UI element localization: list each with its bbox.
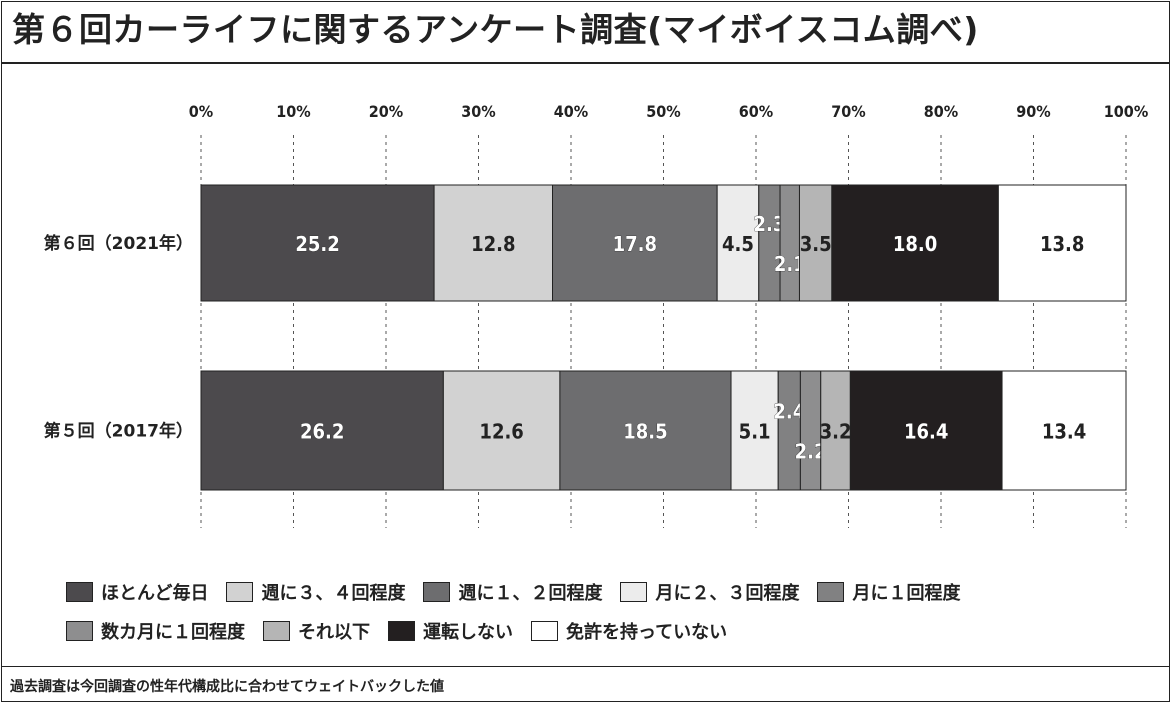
legend-item: 月に２、３回程度 bbox=[620, 578, 799, 606]
legend-label: 運転しない bbox=[423, 622, 513, 643]
data-label: 4.5 bbox=[722, 232, 754, 256]
x-tick-label: 70% bbox=[831, 102, 865, 121]
x-tick-label: 60% bbox=[739, 102, 773, 121]
bar-segment bbox=[552, 184, 718, 302]
data-label: 17.8 bbox=[613, 232, 657, 256]
legend-label: 週に１、２回程度 bbox=[458, 583, 603, 604]
footnote-divider bbox=[1, 666, 1170, 667]
legend-swatch bbox=[620, 582, 648, 602]
legend-row-2: 数カ月に１回程度 それ以下 運転しない 免許を持っていない bbox=[66, 617, 1156, 645]
bar-segment bbox=[559, 370, 732, 491]
legend-row-1: ほとんど毎日 週に３、４回程度 週に１、２回程度 月に２、３回程度 月に１回程度 bbox=[66, 578, 1156, 606]
data-label: 25.2 bbox=[295, 232, 339, 256]
x-tick-label: 40% bbox=[554, 102, 588, 121]
legend-item: それ以下 bbox=[263, 617, 370, 645]
legend-swatch bbox=[66, 582, 93, 602]
data-label: 12.8 bbox=[471, 232, 515, 256]
legend-item: ほとんど毎日 bbox=[66, 578, 208, 606]
bar-segment bbox=[799, 370, 822, 491]
x-tick-label: 50% bbox=[646, 102, 680, 121]
x-tick-label: 30% bbox=[461, 102, 495, 121]
bar-segment bbox=[442, 370, 561, 491]
legend-swatch bbox=[388, 621, 415, 641]
data-label: 13.4 bbox=[1042, 420, 1086, 444]
legend-label: それ以下 bbox=[298, 622, 370, 643]
bar-segment bbox=[777, 370, 801, 491]
x-tick-label: 20% bbox=[369, 102, 403, 121]
bar-segment bbox=[997, 184, 1127, 302]
bar-segment bbox=[200, 184, 435, 302]
legend: ほとんど毎日 週に３、４回程度 週に１、２回程度 月に２、３回程度 月に１回程度… bbox=[66, 578, 1156, 656]
bar-segment bbox=[758, 184, 781, 302]
x-tick-label: 0% bbox=[189, 102, 213, 121]
title-divider bbox=[1, 62, 1170, 64]
legend-item: 週に３、４回程度 bbox=[226, 578, 405, 606]
legend-swatch bbox=[423, 582, 451, 602]
bar-segment bbox=[831, 184, 999, 302]
legend-swatch bbox=[263, 621, 290, 641]
data-label: 18.0 bbox=[893, 232, 937, 256]
data-label: 3.2 bbox=[820, 420, 852, 444]
data-label: 5.1 bbox=[739, 420, 771, 444]
legend-swatch bbox=[66, 621, 93, 641]
bar-segment bbox=[433, 184, 554, 302]
data-label: 26.2 bbox=[300, 420, 344, 444]
legend-item: 数カ月に１回程度 bbox=[66, 617, 245, 645]
x-tick-label: 90% bbox=[1016, 102, 1050, 121]
bar-segment bbox=[716, 184, 760, 302]
legend-item: 週に１、２回程度 bbox=[423, 578, 602, 606]
bar-segment bbox=[1001, 370, 1127, 491]
x-tick-label: 100% bbox=[1104, 102, 1148, 121]
legend-label: ほとんど毎日 bbox=[101, 583, 209, 604]
chart-title: 第６回カーライフに関するアンケート調査(マイボイスコム調べ) bbox=[12, 10, 979, 49]
x-tick-label: 10% bbox=[276, 102, 310, 121]
x-tick-label: 80% bbox=[924, 102, 958, 121]
bar-segment bbox=[820, 370, 851, 491]
category-label: 第５回（2017年） bbox=[44, 421, 193, 442]
data-label: 12.6 bbox=[479, 420, 523, 444]
legend-label: 週に３、４回程度 bbox=[261, 583, 406, 604]
bar-segment bbox=[730, 370, 779, 491]
data-label: 16.4 bbox=[904, 420, 948, 444]
legend-label: 月に１回程度 bbox=[852, 583, 961, 604]
legend-swatch bbox=[226, 582, 254, 602]
bar-segment bbox=[849, 370, 1003, 491]
legend-swatch bbox=[817, 582, 845, 602]
legend-item: 免許を持っていない bbox=[531, 617, 727, 645]
bar-segment bbox=[779, 184, 800, 302]
data-label: 13.8 bbox=[1040, 232, 1084, 256]
footnote: 過去調査は今回調査の性年代構成比に合わせてウェイトバックした値 bbox=[10, 679, 444, 695]
legend-label: 月に２、３回程度 bbox=[655, 583, 800, 604]
stacked-bar-chart: 0% 10% 20% 30% 40% 50% 60% 70% 80% 90% 100% 第６回（202… bbox=[44, 102, 1148, 528]
legend-item: 月に１回程度 bbox=[817, 578, 960, 606]
bar-segment bbox=[200, 370, 444, 491]
data-label: 3.5 bbox=[800, 232, 832, 256]
legend-label: 免許を持っていない bbox=[566, 622, 728, 643]
data-label: 18.5 bbox=[623, 420, 667, 444]
legend-label: 数カ月に１回程度 bbox=[101, 622, 245, 643]
legend-swatch bbox=[531, 621, 558, 641]
legend-item: 運転しない bbox=[388, 617, 513, 645]
category-label: 第６回（2021年） bbox=[44, 233, 193, 254]
